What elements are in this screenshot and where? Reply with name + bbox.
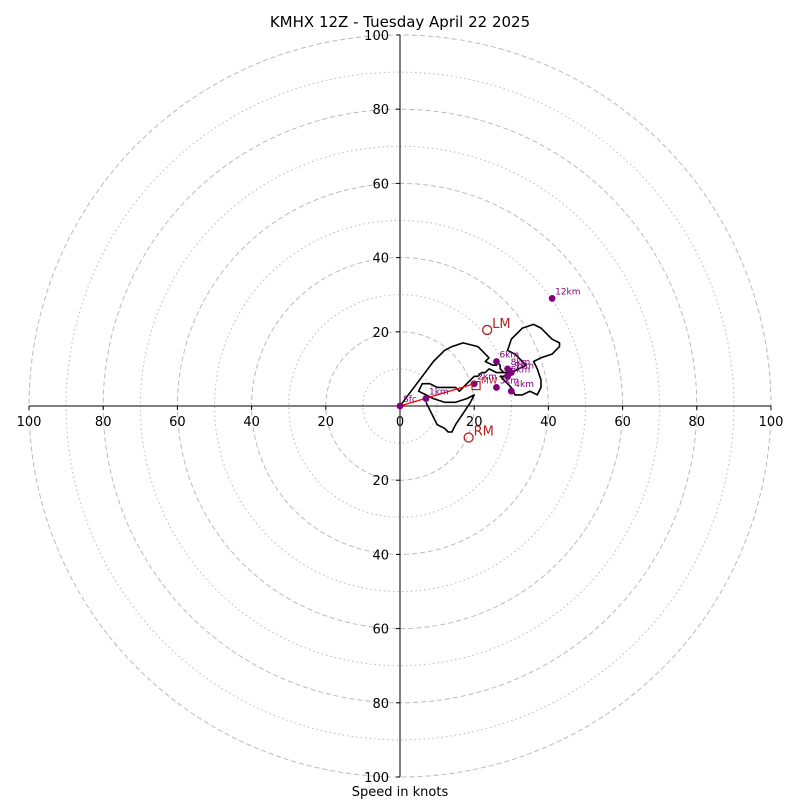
- height-marker-point: [507, 369, 515, 377]
- storm-motion-marker: [482, 324, 493, 336]
- x-tick-label: 40: [243, 415, 260, 430]
- y-tick-label: 60: [372, 623, 389, 638]
- height-marker-point: [493, 358, 500, 365]
- storm-motion-label: LM: [492, 317, 510, 332]
- x-axis-label: Speed in knots: [352, 785, 449, 800]
- height-marker-point: [422, 395, 430, 402]
- storm-motion-label: MW: [481, 377, 498, 387]
- y-tick-label: 80: [372, 697, 389, 712]
- x-tick-label: 0: [396, 415, 404, 430]
- x-tick-label: 60: [614, 415, 631, 430]
- height-marker-label: 8km: [511, 358, 531, 368]
- x-tick-label: 20: [318, 415, 335, 430]
- height-marker-label: 2km: [477, 373, 497, 383]
- y-tick-label: 80: [372, 103, 389, 118]
- y-tick-label: 20: [372, 326, 389, 341]
- height-marker-label: 9km: [514, 362, 534, 372]
- storm-motion-marker: [463, 432, 474, 443]
- height-marker-point: [507, 387, 515, 395]
- x-tick-label: 100: [759, 415, 784, 430]
- chart-title: KMHX 12Z - Tuesday April 22 2025: [270, 13, 530, 31]
- shear-vector: [399, 383, 475, 407]
- mean-wind-marker: [471, 380, 481, 391]
- x-tick-label: 80: [689, 415, 706, 430]
- y-tick-label: 40: [372, 548, 389, 563]
- x-tick-label: 40: [540, 415, 557, 430]
- height-marker-point: [548, 295, 556, 302]
- height-marker-label: 5km: [511, 365, 531, 375]
- height-marker-point: [396, 402, 404, 410]
- tick-labels: 100 80 60 40 20 0 20 40 60 80 100 20 40 60 80 100 20 40 60…: [17, 29, 784, 786]
- height-marker-label: Sfc: [403, 395, 417, 405]
- y-tick-label: 100: [364, 771, 389, 786]
- height-marker-point: [493, 384, 500, 391]
- height-marker-label: 6km: [499, 350, 519, 360]
- y-tick-label: 40: [372, 252, 389, 267]
- x-tick-label: 60: [169, 415, 186, 430]
- height-marker-label: 1km: [429, 388, 449, 398]
- x-tick-label: 80: [95, 415, 112, 430]
- storm-motion-markers: LM RM MW: [463, 317, 511, 443]
- y-tick-label: 20: [372, 474, 389, 489]
- height-marker-label: 3km: [499, 376, 519, 386]
- storm-motion-label: RM: [474, 425, 494, 440]
- x-tick-label: 20: [466, 415, 483, 430]
- y-tick-label: 60: [372, 177, 389, 192]
- height-marker-label: 12km: [555, 287, 580, 297]
- height-marker-label: 4km: [514, 380, 534, 390]
- x-tick-label: 100: [17, 415, 42, 430]
- y-tick-label: 100: [364, 29, 389, 44]
